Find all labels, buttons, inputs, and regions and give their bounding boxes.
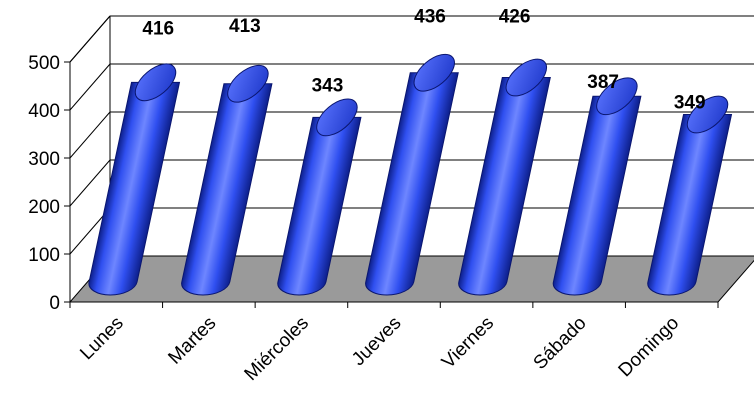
x-category-label: Martes: [164, 313, 220, 369]
grid-line-wall: [69, 159, 111, 207]
y-tick-label: 500: [28, 53, 60, 74]
bar-5: [552, 77, 642, 296]
grid-line-wall: [69, 15, 111, 63]
data-labels: 416 413 343 436 426 387 349: [142, 7, 705, 114]
x-axis-category-labels: Lunes Martes Miércoles Jueves Viernes Sábado D…: [69, 302, 719, 385]
x-category-label: Miércoles: [241, 313, 313, 385]
data-label: 349: [674, 92, 706, 113]
bar-cap: [686, 95, 729, 134]
bar-body: [88, 81, 181, 296]
bar-3: [365, 53, 459, 296]
bar-body: [552, 95, 642, 296]
x-category-label: Lunes: [76, 313, 127, 364]
y-axis-tick-labels: 0 100 200 300 400 500: [28, 53, 70, 314]
x-category-label: Viernes: [438, 313, 498, 373]
bar-cap: [596, 77, 638, 116]
y-tick-label: 200: [28, 197, 60, 218]
x-category-label: Domingo: [615, 313, 684, 382]
grid-line-wall: [69, 63, 111, 111]
bar-0: [88, 63, 181, 296]
bar-body: [277, 116, 362, 296]
bar-1: [181, 64, 273, 296]
data-label: 436: [414, 7, 446, 28]
bar-cap: [505, 58, 547, 97]
y-tick-label: 100: [28, 245, 60, 266]
x-category-label: Jueves: [348, 313, 405, 370]
bar-cap: [134, 63, 177, 102]
data-label: 343: [312, 75, 344, 96]
bar-cap: [316, 98, 358, 137]
data-label: 416: [142, 18, 174, 39]
bar-cap: [413, 53, 455, 92]
data-label: 387: [587, 72, 619, 93]
bar-body: [365, 72, 459, 296]
bar-cap: [227, 64, 269, 103]
bars: [88, 53, 733, 296]
bar-6: [647, 95, 733, 296]
bar-body: [647, 113, 733, 296]
bar-body: [181, 83, 273, 296]
y-tick-label: 400: [28, 101, 60, 122]
data-label: 413: [229, 16, 261, 37]
bar-2: [277, 98, 362, 296]
data-label: 426: [499, 7, 531, 28]
grid-line-wall: [69, 111, 111, 159]
bar-body: [458, 77, 551, 296]
y-tick-label: 300: [28, 149, 60, 170]
bar-4: [458, 58, 551, 296]
x-category-label: Sábado: [530, 313, 591, 374]
y-tick-label: 0: [49, 293, 60, 314]
